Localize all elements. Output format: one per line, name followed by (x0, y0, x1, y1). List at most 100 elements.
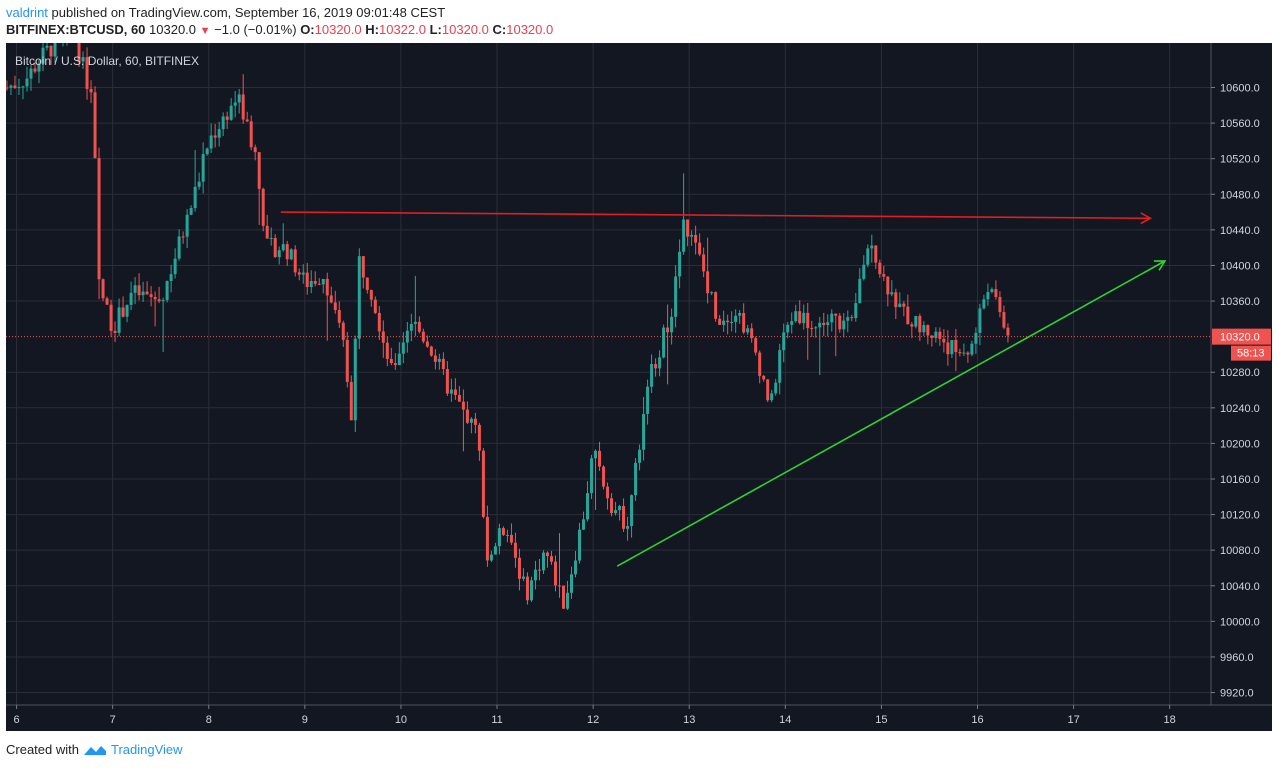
open-value: 10320.0 (314, 22, 362, 37)
high-value: 10322.0 (378, 22, 426, 37)
candle-body (501, 528, 505, 535)
x-tick-label: 14 (779, 714, 791, 726)
price-axis[interactable] (1211, 43, 1272, 731)
candle-body (962, 352, 966, 354)
candle-body (846, 317, 850, 321)
candle-body (890, 292, 894, 295)
author-link[interactable]: valdrint (6, 5, 48, 20)
candle-body (914, 315, 918, 327)
candle-body (373, 299, 377, 313)
trendline-arrow-icon (1140, 212, 1153, 225)
y-tick-label: 10360.0 (1220, 296, 1260, 308)
candle-body (910, 324, 914, 327)
chart-canvas[interactable]: 10600.0 10560.0 10520.0 10480.0 10440.0 10400… (5, 17, 1272, 731)
candle-body (493, 546, 497, 555)
candle-body (574, 560, 578, 575)
candle-body (241, 94, 245, 120)
y-tick-label: 10280.0 (1220, 367, 1260, 379)
candle-body (594, 450, 598, 459)
tradingview-link[interactable]: TradingView (110, 742, 183, 757)
candle-body (537, 569, 541, 571)
candle-body (309, 281, 313, 287)
candle-body (990, 289, 994, 293)
footer: Created with TradingView (6, 742, 183, 757)
candle-body (245, 119, 249, 122)
trendline[interactable] (616, 260, 1166, 567)
candle-body (926, 325, 930, 336)
candle-body (826, 322, 830, 326)
candle-body (1006, 327, 1010, 336)
candle-body (794, 311, 798, 322)
candle-body (401, 342, 405, 354)
x-tick-label: 17 (1067, 714, 1079, 726)
candle-body (618, 505, 622, 511)
candle-body (153, 296, 157, 300)
down-arrow-icon: ▼ (199, 25, 211, 37)
y-tick-label: 10440.0 (1220, 225, 1260, 237)
candle-body (802, 312, 806, 324)
candle-body (810, 328, 814, 330)
candle-body (742, 312, 746, 333)
candle-body (189, 207, 193, 215)
candle-body (337, 310, 341, 323)
candle-body (325, 278, 329, 296)
candle-body (353, 338, 357, 421)
candle-body (682, 219, 686, 252)
candle-body (730, 321, 734, 323)
high-label: H: (365, 22, 379, 37)
y-tick-label: 10560.0 (1220, 118, 1260, 130)
candle-body (497, 528, 501, 547)
candle-body (710, 292, 714, 294)
time-axis[interactable] (6, 705, 1272, 731)
candle-body (293, 249, 297, 273)
candle-body (441, 358, 445, 370)
candle-body (449, 389, 453, 394)
ohlc-bar: BITFINEX:BTCUSD, 60 10320.0 ▼ −1.0 (−0.0… (6, 22, 553, 37)
candle-body (109, 304, 113, 331)
candle-body (986, 292, 990, 300)
candle-body (389, 358, 393, 364)
candle-body (674, 276, 678, 317)
candle-body (9, 85, 13, 88)
candle-body (642, 414, 646, 450)
candle-body (854, 303, 858, 319)
time-axis-labels: 6 7 8 9 10 11 12 13 14 15 16 17 18 (14, 705, 1176, 726)
close-label: C: (492, 22, 507, 37)
candle-body (718, 318, 722, 325)
candle-body (357, 256, 361, 339)
candle-body (906, 306, 910, 325)
countdown-tag (1231, 345, 1271, 361)
candle-body (938, 331, 942, 339)
candle-body (385, 342, 389, 359)
candle-body (549, 556, 553, 562)
candle-body (193, 186, 197, 208)
candle-body (778, 350, 782, 383)
candle-body (269, 237, 273, 239)
candle-body (814, 327, 818, 329)
candle-body (209, 135, 213, 149)
y-tick-label: 9960.0 (1220, 652, 1254, 664)
symbol-label: BITFINEX:BTCUSD, 60 (6, 22, 146, 37)
grid-lines (6, 43, 1211, 705)
y-tick-label: 9920.0 (1220, 688, 1254, 700)
candle-body (750, 328, 754, 339)
candle-body (970, 343, 974, 355)
candle-body (553, 561, 557, 586)
candle-body (722, 320, 726, 325)
candle-body (225, 116, 229, 120)
candle-body (13, 85, 17, 89)
candle-body (521, 576, 525, 579)
candle-body (958, 352, 962, 354)
trendline[interactable] (280, 211, 1151, 220)
candle-body (870, 245, 874, 249)
x-tick-label: 18 (1164, 714, 1176, 726)
candle-body (477, 424, 481, 451)
candle-body (838, 315, 842, 330)
current-price-marker: 10320.0 58:13 (6, 328, 1271, 361)
price-chart[interactable]: 10600.0 10560.0 10520.0 10480.0 10440.0 10400… (5, 17, 1272, 731)
candle-body (654, 363, 658, 369)
candle-body (734, 315, 738, 322)
candle-body (878, 262, 882, 275)
countdown-label: 58:13 (1237, 348, 1265, 360)
candle-body (229, 105, 233, 120)
